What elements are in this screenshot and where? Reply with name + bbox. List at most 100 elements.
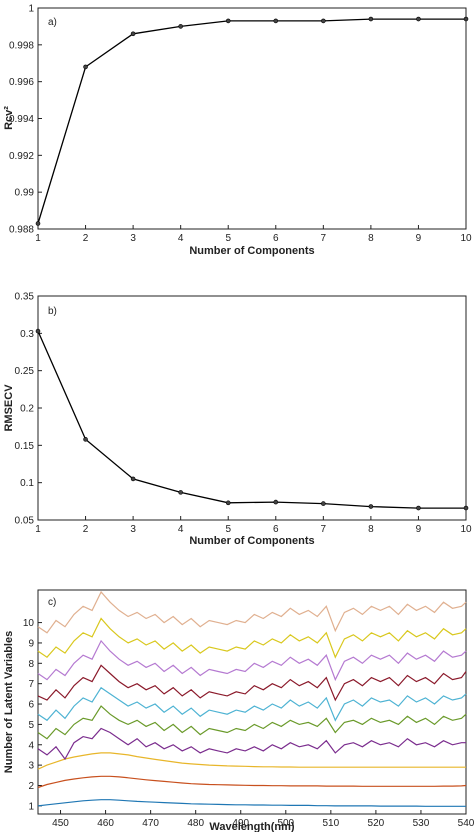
x-tick-label: 3	[130, 524, 136, 535]
y-tick-label: 0.994	[9, 114, 34, 125]
x-tick-label: 5	[225, 524, 231, 535]
series-line	[37, 330, 466, 509]
x-tick-label: 4	[178, 524, 184, 535]
panel-a-label: a)	[48, 17, 57, 28]
x-tick-label: 460	[97, 818, 114, 829]
y-tick-label: 0.35	[15, 292, 35, 303]
x-tick-label: 10	[460, 233, 472, 244]
x-tick-label: 3	[130, 233, 136, 244]
series-line-1	[37, 799, 466, 807]
data-point	[368, 504, 374, 509]
x-tick-label: 9	[416, 524, 422, 535]
series-line-10	[37, 590, 467, 634]
data-point	[463, 16, 469, 22]
panel-a-ylabel: Rcv²	[3, 106, 15, 130]
data-point	[130, 476, 136, 482]
panel-c-chart: c) Wavelength(nm) Number of Latent Varia…	[3, 589, 474, 832]
x-tick-label: 7	[321, 233, 327, 244]
y-tick-label: 9	[28, 638, 34, 649]
x-tick-label: 7	[321, 524, 327, 535]
series-line-4	[37, 727, 466, 761]
panel-a-chart: a) Number of Components Rcv² 1 2 3 4 5 6 7 8 9 10…	[3, 4, 472, 258]
panel-c-plot-frame	[37, 589, 467, 815]
data-point	[83, 437, 88, 442]
y-tick-label: 0.25	[15, 366, 35, 377]
y-tick-label: 0.1	[20, 478, 34, 489]
x-tick-label: 470	[142, 818, 159, 829]
y-tick-label: 0.2	[20, 404, 34, 415]
data-point	[321, 501, 326, 506]
data-point	[463, 505, 469, 511]
panel-c-ylabel: Number of Latent Variables	[3, 631, 15, 773]
data-point	[368, 16, 374, 22]
data-point	[273, 18, 279, 24]
panel-b-xlabel: Number of Components	[189, 535, 314, 547]
y-tick-label: 0.992	[9, 151, 34, 162]
data-point	[130, 31, 136, 37]
panel-a-xlabel: Number of Components	[189, 245, 314, 257]
y-tick-label: 5	[28, 720, 34, 731]
series-line-9	[37, 617, 467, 659]
y-tick-label: 1	[28, 4, 34, 15]
y-tick-label: 8	[28, 659, 34, 670]
panel-b-ylabel: RMSECV	[3, 384, 15, 432]
y-tick-label: 4	[28, 740, 34, 751]
x-tick-label: 1	[35, 524, 41, 535]
series-line-6	[37, 686, 467, 722]
data-point	[416, 16, 421, 22]
panel-a-plot-frame	[37, 7, 467, 230]
y-tick-label: 0.05	[15, 516, 35, 527]
x-tick-label: 2	[83, 233, 89, 244]
x-tick-label: 6	[273, 233, 279, 244]
x-tick-label: 510	[322, 818, 339, 829]
series-line-8	[37, 639, 467, 682]
x-tick-label: 480	[187, 818, 204, 829]
y-tick-label: 3	[28, 761, 34, 772]
data-point	[321, 18, 326, 24]
x-tick-label: 8	[368, 524, 374, 535]
x-tick-label: 520	[368, 818, 385, 829]
x-tick-label: 5	[225, 233, 231, 244]
panel-b-label: b)	[48, 306, 57, 317]
data-point	[178, 490, 183, 495]
series-line-2	[37, 775, 467, 789]
series-line-5	[37, 705, 467, 740]
series-line-7	[37, 664, 467, 702]
x-tick-label: 6	[273, 524, 279, 535]
x-tick-label: 540	[458, 818, 474, 829]
y-tick-label: 1	[28, 801, 34, 812]
x-tick-label: 9	[416, 233, 422, 244]
y-tick-label: 0.988	[9, 225, 34, 236]
x-tick-label: 2	[83, 524, 89, 535]
x-tick-label: 10	[460, 524, 472, 535]
data-point	[83, 64, 88, 70]
x-tick-label: 8	[368, 233, 374, 244]
x-tick-label: 530	[413, 818, 430, 829]
y-tick-label: 0.996	[9, 77, 34, 88]
y-tick-label: 0.15	[15, 441, 35, 452]
data-point	[35, 221, 41, 226]
series-line-3	[37, 752, 466, 770]
x-tick-label: 450	[52, 818, 69, 829]
data-point	[178, 24, 183, 29]
data-point	[225, 500, 231, 506]
panel-c-xlabel: Wavelength(nm)	[209, 821, 294, 832]
x-tick-label: 1	[35, 233, 41, 244]
y-tick-label: 10	[23, 618, 35, 629]
y-tick-label: 7	[28, 679, 34, 690]
x-tick-label: 490	[232, 818, 249, 829]
y-tick-label: 0.998	[9, 40, 34, 51]
panel-b-plot-frame	[37, 295, 467, 521]
y-tick-label: 0.99	[15, 188, 35, 199]
data-point	[225, 18, 231, 24]
panel-c-label: c)	[48, 597, 56, 608]
y-tick-label: 2	[28, 781, 34, 792]
series-line	[37, 18, 466, 224]
x-tick-label: 500	[277, 818, 294, 829]
x-tick-label: 4	[178, 233, 184, 244]
y-tick-label: 0.3	[20, 329, 34, 340]
y-tick-label: 6	[28, 700, 34, 711]
data-point	[416, 505, 421, 511]
panel-b-chart: b) Number of Components RMSECV 1 2 3 4 5 6 7 8 9…	[3, 292, 472, 548]
